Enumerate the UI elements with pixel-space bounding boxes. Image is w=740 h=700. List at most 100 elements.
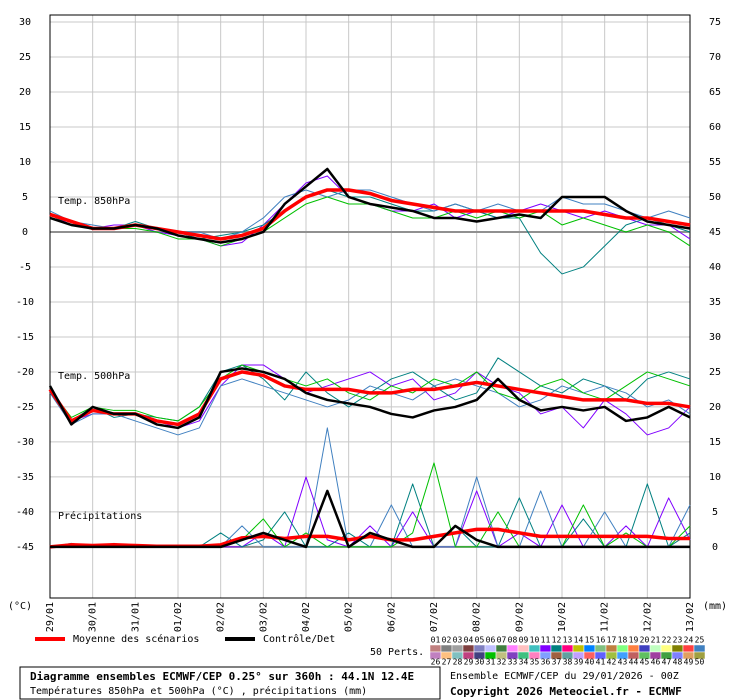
series-line [50, 489, 690, 549]
member-label: 09 [519, 636, 529, 645]
panel-label: Temp. 500hPa [58, 371, 130, 382]
panel-label: Précipitations [58, 510, 142, 522]
x-tick-label: 04/02 [301, 602, 312, 632]
y-tick-label: -10 [16, 297, 34, 308]
x-tick-label: 05/02 [344, 602, 355, 632]
member-label: 41 [596, 658, 606, 667]
y-tick-label: 15 [19, 122, 31, 133]
y-tick-label: 5 [22, 192, 28, 203]
member-label: 47 [662, 658, 672, 667]
y-tick-label: 25 [19, 52, 31, 63]
member-label: 29 [464, 658, 474, 667]
member-label: 22 [662, 636, 672, 645]
y2-tick-label: 10 [709, 472, 721, 483]
y-tick-label: -20 [16, 367, 34, 378]
member-swatch [583, 644, 596, 653]
member-label: 37 [552, 658, 562, 667]
member-swatch [693, 644, 706, 653]
member-label: 12 [552, 636, 562, 645]
y2-tick-label: 0 [712, 542, 718, 553]
member-label: 20 [640, 636, 650, 645]
member-swatch [605, 644, 618, 653]
member-label: 02 [442, 636, 452, 645]
member-label: 13 [563, 636, 573, 645]
y-tick-label: -30 [16, 437, 34, 448]
legend-label: Moyenne des scénarios [73, 633, 199, 645]
x-tick-label: 01/02 [173, 602, 184, 632]
member-label: 34 [519, 658, 529, 667]
plot-frame [49, 14, 691, 599]
y2-tick-label: 70 [709, 52, 721, 63]
member-label: 07 [497, 636, 507, 645]
x-tick-label: 07/02 [429, 602, 440, 632]
member-label: 30 [475, 658, 485, 667]
y2-tick-label: 75 [709, 17, 721, 28]
y2-tick-label: 20 [709, 402, 721, 413]
y-unit: (°C) [8, 601, 32, 612]
x-tick-label: 12/02 [642, 602, 653, 632]
member-swatch [561, 644, 574, 653]
member-swatch [594, 644, 607, 653]
legend-label: Contrôle/Det [263, 633, 335, 645]
member-swatch [682, 644, 695, 653]
x-tick-label: 31/01 [130, 602, 141, 632]
member-label: 39 [574, 658, 584, 667]
member-swatch [473, 644, 486, 653]
member-label: 26 [431, 658, 441, 667]
member-label: 17 [607, 636, 617, 645]
member-swatch [638, 644, 651, 653]
series-line [48, 367, 691, 430]
member-label: 31 [486, 658, 496, 667]
member-swatch [506, 644, 519, 653]
member-label: 43 [618, 658, 628, 667]
x-tick-label: 08/02 [472, 602, 483, 632]
member-label: 27 [442, 658, 452, 667]
member-label: 40 [585, 658, 595, 667]
member-label: 42 [607, 658, 617, 667]
y-tick-label: 30 [19, 17, 31, 28]
member-label: 11 [541, 636, 551, 645]
member-swatch [649, 644, 662, 653]
member-label: 14 [574, 636, 584, 645]
x-tick-label: 03/02 [258, 602, 269, 632]
y-tick-label: 20 [19, 87, 31, 98]
member-label: 01 [431, 636, 441, 645]
member-swatch [616, 644, 629, 653]
member-swatch [572, 644, 585, 653]
y2-tick-label: 40 [709, 262, 721, 273]
y-tick-label: -40 [16, 507, 34, 518]
member-label: 15 [585, 636, 595, 645]
member-label: 10 [530, 636, 540, 645]
member-label: 49 [684, 658, 694, 667]
y-tick-label: -45 [16, 542, 34, 553]
member-label: 08 [508, 636, 518, 645]
member-swatch [517, 644, 530, 653]
y-tick-label: -5 [19, 262, 31, 273]
member-label: 28 [453, 658, 463, 667]
member-label: 38 [563, 658, 573, 667]
x-tick-label: 11/02 [600, 602, 611, 632]
y-tick-label: -25 [16, 402, 34, 413]
y2-tick-label: 30 [709, 332, 721, 343]
member-swatch [462, 644, 475, 653]
member-swatch [550, 644, 563, 653]
x-tick-label: 10/02 [557, 602, 568, 632]
member-swatch [693, 651, 706, 660]
member-swatch [451, 644, 464, 653]
y-tick-label: 10 [19, 157, 31, 168]
member-label: 25 [695, 636, 705, 645]
member-label: 19 [629, 636, 639, 645]
x-tick-label: 29/01 [45, 602, 56, 632]
member-label: 04 [464, 636, 474, 645]
member-label: 16 [596, 636, 606, 645]
member-label: 06 [486, 636, 496, 645]
y2-tick-label: 45 [709, 227, 721, 238]
y2-tick-label: 5 [712, 507, 718, 518]
member-label: 03 [453, 636, 463, 645]
member-label: 50 [695, 658, 705, 667]
member-label: 35 [530, 658, 540, 667]
y2-tick-label: 65 [709, 87, 721, 98]
member-label: 24 [684, 636, 694, 645]
member-label: 32 [497, 658, 507, 667]
x-tick-label: 09/02 [514, 602, 525, 632]
